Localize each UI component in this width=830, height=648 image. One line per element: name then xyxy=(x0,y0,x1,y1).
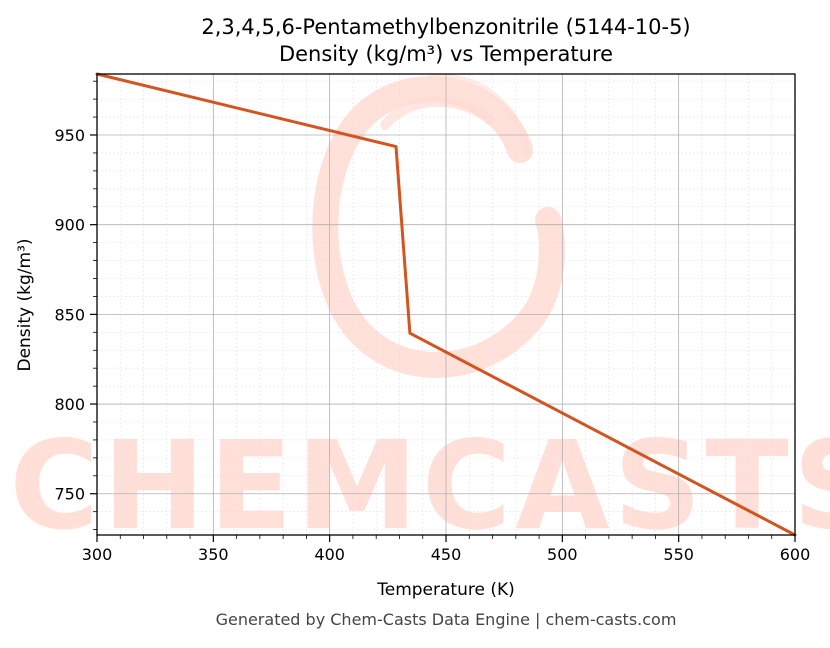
x-tick-label: 500 xyxy=(547,545,578,564)
y-tick-label: 750 xyxy=(54,485,85,504)
x-tick-label: 350 xyxy=(198,545,229,564)
x-tick-label: 300 xyxy=(82,545,113,564)
x-axis-label: Temperature (K) xyxy=(376,580,515,600)
x-tick-label: 400 xyxy=(314,545,345,564)
y-axis-ticks: 750 800 850 900 950 xyxy=(54,80,97,531)
footer-credit: Generated by Chem-Casts Data Engine | ch… xyxy=(216,610,677,629)
chart-title-line2: Density (kg/m³) vs Temperature xyxy=(279,42,613,66)
watermark-swirl-logo xyxy=(312,73,565,378)
chart-title-line1: 2,3,4,5,6-Pentamethylbenzonitrile (5144-… xyxy=(201,15,690,39)
x-axis-ticks: 300 350 400 450 500 550 600 xyxy=(82,535,811,564)
y-tick-label: 950 xyxy=(54,126,85,145)
x-tick-label: 550 xyxy=(663,545,694,564)
watermark: CHEMCASTS xyxy=(9,73,830,557)
y-tick-label: 800 xyxy=(54,395,85,414)
x-tick-label: 450 xyxy=(431,545,462,564)
y-tick-label: 850 xyxy=(54,305,85,324)
x-tick-label: 600 xyxy=(780,545,811,564)
density-series-line xyxy=(95,72,797,537)
y-tick-label: 900 xyxy=(54,216,85,235)
y-axis-label: Density (kg/m³) xyxy=(15,238,35,371)
watermark-text: CHEMCASTS xyxy=(9,415,830,557)
